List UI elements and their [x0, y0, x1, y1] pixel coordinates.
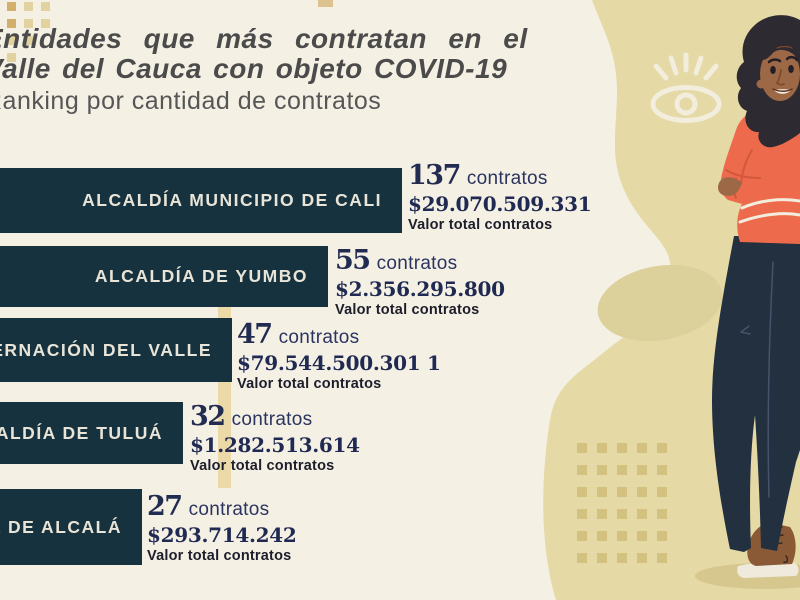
- total-caption: Valor total contratos: [147, 548, 292, 564]
- contracts-count: 55: [335, 245, 371, 276]
- ear: [756, 79, 766, 89]
- bar-info-cali: 137 contratos $29.070.509.331 Valor total…: [408, 160, 592, 234]
- face-details: [767, 45, 799, 94]
- page-title-line1: Entidades que más contratan en el: [0, 23, 528, 54]
- bar-gobernacion-valle: GOBERNACIÓN DEL VALLE: [0, 318, 232, 382]
- header: Entidades que más contratan en el Valle …: [0, 23, 528, 116]
- total-caption: Valor total contratos: [237, 376, 382, 392]
- total-value: $2.356.295.800: [335, 277, 505, 301]
- person-illustration: [695, 15, 800, 589]
- top-edge-square: [318, 0, 333, 7]
- contracts-unit: contratos: [188, 499, 270, 520]
- illustration: [543, 0, 800, 600]
- hand: [718, 177, 742, 196]
- bar-alcaldia-yumbo: ALCALDÍA DE YUMBO: [0, 246, 328, 307]
- bar-label: ALCALDÍA DE TULUÁ: [0, 422, 163, 443]
- pants-creases: [740, 261, 774, 498]
- bar-label: ALCALDÍA DE YUMBO: [94, 266, 308, 286]
- blob-inner-ellipse: [597, 264, 723, 342]
- corner-dots-pattern: [7, 2, 50, 62]
- bar-info-alcala: 27 contratos $293.714.242 Valor total con…: [147, 492, 297, 565]
- bar-label: ALCALDÍA MUNICIPIO DE CALI: [82, 190, 382, 210]
- bar-info-yumbo: 55 contratos $2.356.295.800 Valor total c…: [335, 246, 505, 319]
- contracts-count: 47: [237, 319, 273, 350]
- contracts-unit: contratos: [231, 409, 313, 430]
- total-caption: Valor total contratos: [408, 217, 553, 233]
- bar-alcaldia-cali: ALCALDÍA MUNICIPIO DE CALI: [0, 168, 402, 233]
- shirt-stripes: [738, 198, 800, 224]
- eye-icon: [650, 52, 722, 123]
- bar-info-gobernacion: 47 contratos $79.544.500.301 1 Valor tota…: [237, 320, 441, 393]
- page-subtitle: Ranking por cantidad de contratos: [0, 87, 382, 115]
- contracts-count: 137: [408, 160, 461, 191]
- contracts-unit: contratos: [278, 327, 360, 348]
- pants: [712, 236, 800, 552]
- bar-alcaldia-alcala: ALCALDÍA DE ALCALÁ: [0, 489, 142, 565]
- total-caption: Valor total contratos: [190, 458, 335, 474]
- blob-dots-pattern: [577, 443, 667, 563]
- contracts-unit: contratos: [466, 168, 548, 189]
- total-caption: Valor total contratos: [335, 302, 480, 318]
- contracts-unit: contratos: [376, 253, 458, 274]
- contracts-count: 27: [147, 491, 183, 522]
- total-value: $29.070.509.331: [408, 192, 592, 216]
- bar-label: GOBERNACIÓN DEL VALLE: [0, 339, 212, 360]
- bar-info-tulua: 32 contratos $1.282.513.614 Valor total c…: [190, 402, 360, 475]
- bar-alcaldia-tulua: ALCALDÍA DE TULUÁ: [0, 402, 183, 464]
- total-value: $1.282.513.614: [190, 433, 360, 457]
- total-value: $79.544.500.301 1: [237, 351, 441, 375]
- page-title-line2: Valle del Cauca con objeto COVID-19: [0, 53, 508, 84]
- total-value: $293.714.242: [147, 523, 297, 547]
- contracts-count: 32: [190, 401, 226, 432]
- bar-label: ALCALDÍA DE ALCALÁ: [0, 516, 122, 537]
